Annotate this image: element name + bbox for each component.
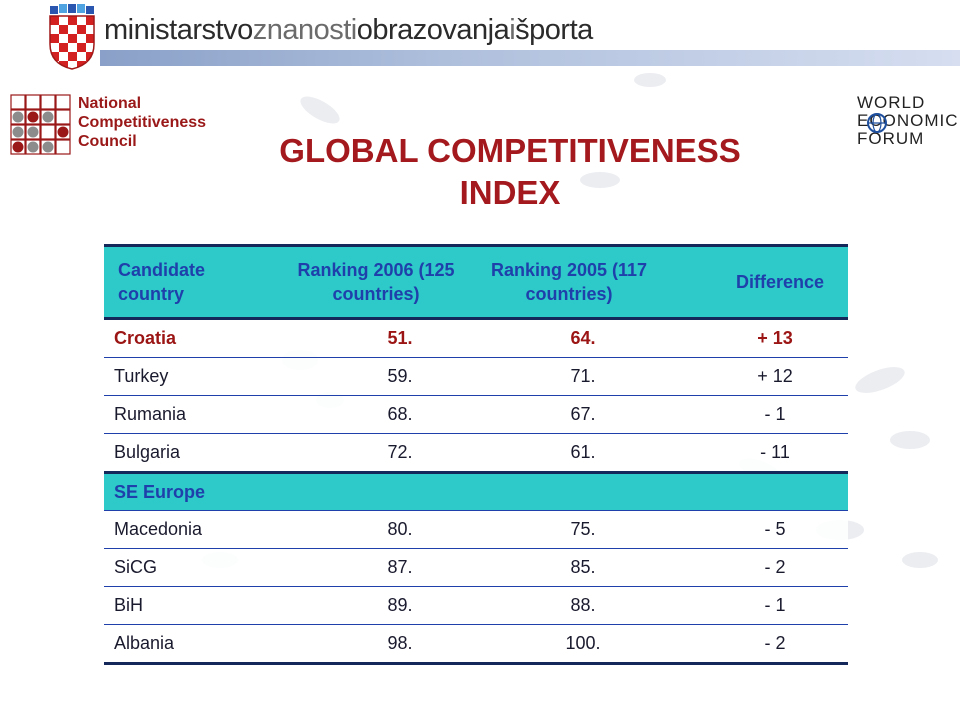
title-line-2: INDEX: [459, 174, 561, 211]
cell-difference: - 2: [662, 624, 848, 665]
cell-difference: - 1: [662, 586, 848, 625]
cell-difference: + 13: [662, 318, 848, 358]
header-ranking-2006: Ranking 2006 (125 countries): [276, 244, 476, 320]
cell-ranking-2005: 85.: [476, 548, 662, 587]
header-difference: Difference: [662, 244, 848, 320]
cell-country: BiH: [104, 586, 276, 625]
header-band: [100, 50, 960, 66]
cell-difference: - 2: [662, 548, 848, 587]
cell-ranking-2005: 64.: [476, 318, 662, 358]
ministry-name-part2: znanosti: [252, 14, 358, 46]
cell-country: Turkey: [104, 357, 276, 396]
croatian-crest-icon: [49, 4, 95, 70]
ncc-logo-icon: [10, 94, 71, 155]
table-row: Macedonia 80. 75. - 5: [104, 510, 848, 549]
cell-ranking-2005: 67.: [476, 395, 662, 434]
ncc-logo-text: National Competitiveness Council: [78, 94, 206, 151]
cell-country: Bulgaria: [104, 433, 276, 473]
cell-country: SiCG: [104, 548, 276, 587]
cell-ranking-2005: 75.: [476, 510, 662, 549]
ministry-header: ministarstvoznanostiobrazovanjaišporta: [0, 0, 960, 72]
page-title: GLOBAL COMPETITIVENESS INDEX: [200, 130, 820, 214]
cell-difference: - 5: [662, 510, 848, 549]
cell-ranking-2006: 51.: [276, 318, 476, 358]
header-ranking-2005: Ranking 2005 (117 countries): [476, 244, 662, 320]
ncc-line-3: Council: [78, 133, 137, 150]
cell-ranking-2005: 88.: [476, 586, 662, 625]
section-row-se-europe: SE Europe: [104, 471, 848, 511]
cell-ranking-2006: 80.: [276, 510, 476, 549]
cell-ranking-2005: 61.: [476, 433, 662, 473]
wef-globe-icon: [867, 113, 887, 133]
cell-country: Croatia: [104, 318, 276, 358]
ncc-line-1: National: [78, 95, 142, 112]
table-row: BiH 89. 88. - 1: [104, 586, 848, 625]
ministry-name: ministarstvoznanostiobrazovanjaišporta: [104, 14, 593, 47]
ncc-line-2: Competitiveness: [78, 114, 207, 131]
cell-ranking-2006: 72.: [276, 433, 476, 473]
wef-line-3: FORUM: [857, 129, 925, 148]
table-row: SiCG 87. 85. - 2: [104, 548, 848, 587]
cell-difference: - 11: [662, 433, 848, 473]
wef-line-1: WORLD: [857, 93, 926, 112]
table-header-row: Candidate country Ranking 2006 (125 coun…: [104, 244, 848, 320]
ministry-name-part3: obrazovanja: [356, 14, 510, 46]
table-row: Albania 98. 100. - 2: [104, 624, 848, 665]
ministry-name-part4: i: [509, 14, 516, 46]
ministry-name-part5: športa: [515, 14, 593, 46]
table-row: Rumania 68. 67. - 1: [104, 395, 848, 434]
cell-difference: + 12: [662, 357, 848, 396]
cell-country: Albania: [104, 624, 276, 665]
table-row: Turkey 59. 71. + 12: [104, 357, 848, 396]
cell-difference: - 1: [662, 395, 848, 434]
cell-country: Rumania: [104, 395, 276, 434]
title-line-1: GLOBAL COMPETITIVENESS: [279, 132, 741, 169]
table-row: Croatia 51. 64. + 13: [104, 318, 848, 358]
cell-ranking-2006: 98.: [276, 624, 476, 665]
ministry-name-part1: ministarstvo: [104, 14, 253, 46]
competitiveness-ranking-table: Candidate country Ranking 2006 (125 coun…: [104, 244, 848, 665]
cell-ranking-2006: 68.: [276, 395, 476, 434]
section-label: SE Europe: [104, 471, 848, 511]
cell-ranking-2006: 59.: [276, 357, 476, 396]
cell-country: Macedonia: [104, 510, 276, 549]
cell-ranking-2006: 87.: [276, 548, 476, 587]
table-row: Bulgaria 72. 61. - 11: [104, 433, 848, 473]
header-candidate-country: Candidate country: [104, 244, 276, 320]
cell-ranking-2005: 71.: [476, 357, 662, 396]
cell-ranking-2005: 100.: [476, 624, 662, 665]
cell-ranking-2006: 89.: [276, 586, 476, 625]
